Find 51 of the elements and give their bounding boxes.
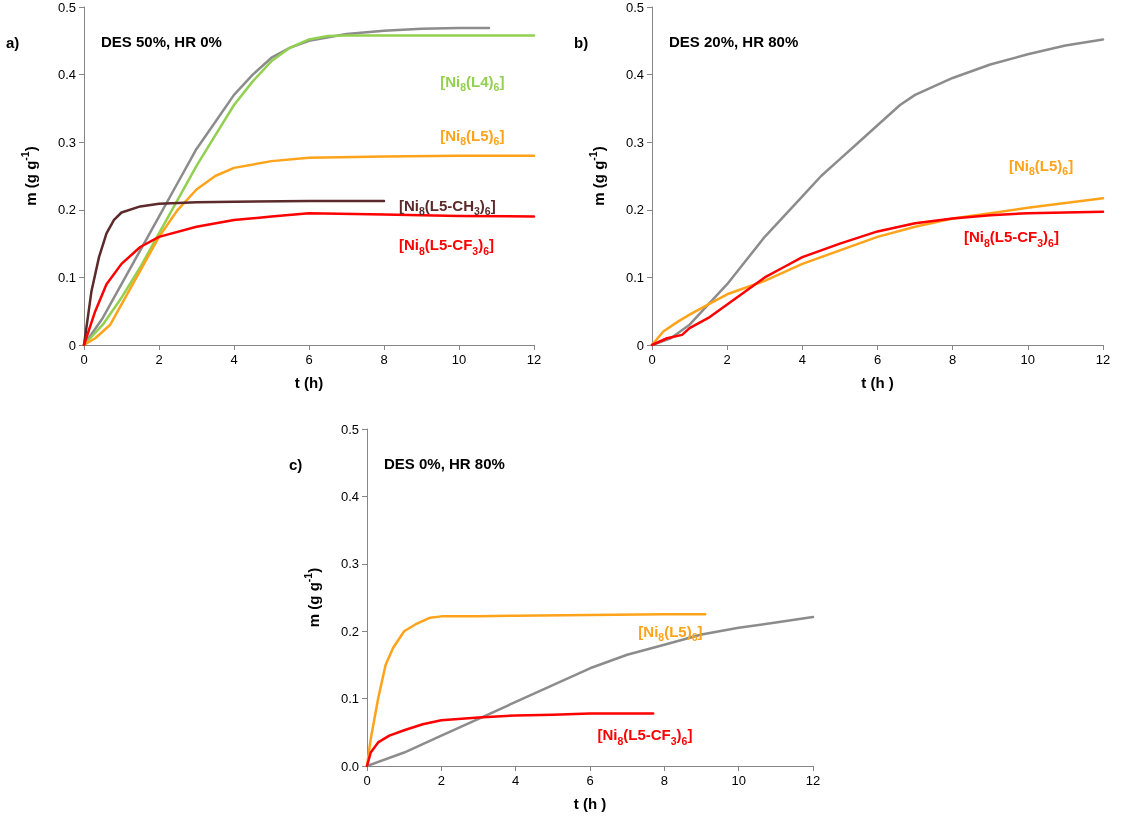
- y-tick-label: 0: [68, 337, 76, 353]
- text: DES 20%, HR 80%: [669, 33, 799, 50]
- y-tick-label: 0.4: [340, 488, 359, 504]
- y-tick-label: 0.2: [625, 202, 644, 218]
- y-axis-title: m (g g-1): [18, 146, 39, 206]
- x-tick-label: 8: [660, 773, 668, 788]
- x-tick-label: 6: [873, 352, 882, 367]
- x-tick-label: 6: [305, 352, 313, 367]
- x-tick-label: 0: [363, 773, 371, 788]
- x-tick-label: 8: [949, 352, 957, 367]
- x-tick-label: 12: [1095, 352, 1111, 367]
- x-tick-label: 10: [1020, 352, 1036, 367]
- y-axis-title: m (g g-1): [301, 567, 322, 628]
- x-tick-label: 4: [230, 352, 238, 367]
- x-tick-label: 6: [586, 773, 594, 788]
- y-tick-label: 0.4: [57, 67, 76, 83]
- y-tick-label: 0.3: [625, 134, 644, 150]
- y-tick-label: 0: [636, 337, 644, 353]
- x-tick-label: 4: [512, 773, 520, 788]
- x-tick-label: 2: [723, 352, 731, 367]
- text: DES 0%, HR 80%: [384, 455, 505, 472]
- y-tick-label: 0.2: [57, 202, 76, 218]
- y-tick-label: 0.0: [340, 758, 359, 774]
- text: b): [574, 34, 589, 51]
- x-tick-label: 8: [380, 352, 388, 367]
- y-tick-label: 0.5: [625, 0, 644, 15]
- y-axis-title: m (g g-1): [586, 146, 607, 206]
- x-axis-title: t (h): [294, 374, 324, 391]
- x-tick-label: 4: [798, 352, 806, 367]
- y-tick-label: 0.5: [57, 0, 76, 15]
- y-tick-label: 0.3: [340, 556, 359, 572]
- text: DES 50%, HR 0%: [101, 33, 222, 50]
- x-tick-label: 2: [437, 773, 445, 788]
- y-tick-label: 0.1: [625, 269, 644, 285]
- x-axis-title: t (h ): [861, 374, 894, 391]
- x-tick-label: 0: [80, 352, 88, 367]
- y-tick-label: 0.5: [340, 421, 359, 437]
- x-axis-title: t (h ): [573, 795, 607, 812]
- y-tick-label: 0.4: [625, 67, 644, 83]
- y-tick-label: 0.1: [340, 691, 359, 707]
- text: a): [6, 34, 20, 51]
- y-tick-label: 0.1: [57, 269, 76, 285]
- x-tick-label: 10: [731, 773, 746, 788]
- text: c): [289, 456, 303, 473]
- x-tick-label: 12: [526, 352, 542, 367]
- y-tick-label: 0.2: [340, 623, 359, 639]
- x-tick-label: 0: [648, 352, 656, 367]
- x-tick-label: 10: [451, 352, 467, 367]
- y-tick-label: 0.3: [57, 134, 76, 150]
- x-tick-label: 2: [155, 352, 163, 367]
- x-tick-label: 12: [805, 773, 821, 788]
